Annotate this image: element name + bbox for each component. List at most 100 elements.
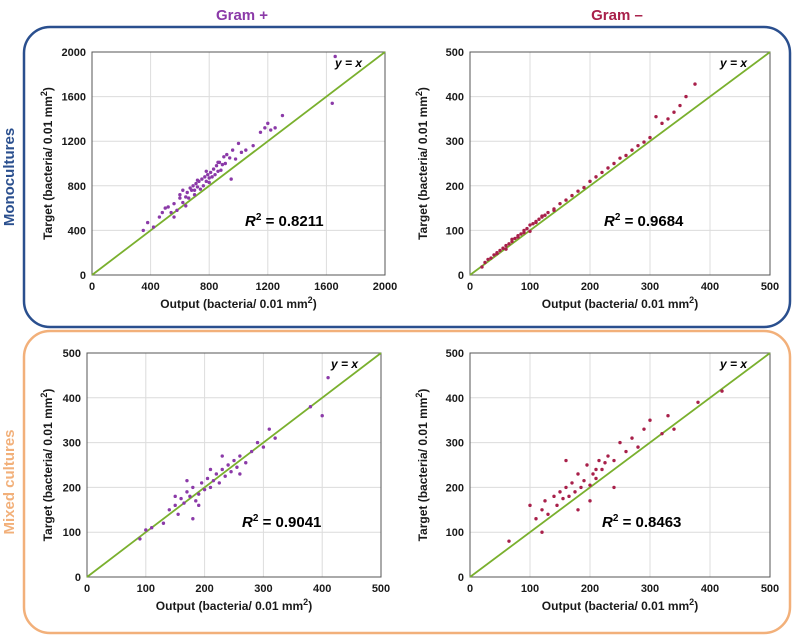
data-point: [169, 210, 173, 215]
data-point: [618, 156, 622, 160]
plot-area-border: [469, 352, 771, 578]
data-point: [576, 472, 580, 476]
data-point: [167, 508, 172, 512]
data-point: [210, 175, 214, 179]
r-squared-label: R2 = 0.9684: [604, 212, 684, 230]
data-point: [591, 472, 595, 476]
identity-line: [469, 352, 771, 578]
data-point: [672, 110, 676, 114]
y-tick-label: 300: [446, 438, 464, 450]
x-tick-label: 0: [89, 281, 95, 293]
y-tick-label: 800: [68, 181, 86, 193]
data-point: [255, 440, 260, 445]
data-point: [211, 167, 216, 171]
r-squared-label: R2 = 0.8211: [245, 212, 324, 230]
grid: [87, 353, 381, 577]
y-tick-label: 400: [446, 393, 464, 405]
row-label-mixed-cultures: Mixed cultures: [1, 429, 18, 534]
y-tick-label: 1600: [62, 92, 86, 104]
data-point: [528, 503, 532, 508]
data-point: [229, 177, 233, 181]
identity-line-label: y = x: [719, 357, 748, 371]
y-tick-label: 500: [446, 348, 464, 360]
monocultures-frame: [22, 25, 792, 329]
data-point: [184, 204, 188, 208]
data-point: [546, 512, 550, 516]
data-point: [141, 228, 145, 233]
data-point: [200, 177, 204, 181]
y-tick-label: 0: [80, 270, 86, 282]
x-tick-label: 0: [467, 281, 473, 293]
data-point: [151, 225, 156, 229]
data-point: [220, 467, 224, 472]
data-point: [528, 223, 532, 227]
data-point: [630, 436, 634, 440]
data-point: [486, 257, 490, 262]
x-tick-label: 400: [141, 281, 159, 293]
data-point: [235, 465, 239, 469]
data-point: [244, 461, 248, 465]
x-axis-label: Output (bacteria/ 0.01 mm2): [542, 295, 698, 311]
data-point: [166, 205, 170, 209]
data-point: [504, 247, 508, 251]
data-point: [138, 537, 142, 541]
data-point: [223, 474, 227, 478]
data-point: [576, 508, 580, 512]
y-tick-label: 100: [446, 527, 464, 539]
data-point: [483, 260, 487, 265]
data-point: [194, 181, 198, 186]
data-point: [543, 499, 547, 503]
data-points: [480, 82, 697, 269]
x-tick-label: 500: [761, 583, 779, 595]
data-point: [588, 483, 592, 487]
data-point: [208, 485, 213, 490]
data-point: [185, 478, 189, 483]
data-point: [238, 454, 242, 458]
data-point: [636, 143, 640, 148]
data-point: [612, 485, 616, 490]
data-point: [172, 215, 176, 219]
data-point: [320, 414, 324, 418]
data-point: [223, 161, 228, 166]
y-tick-label: 0: [458, 270, 464, 282]
data-point: [233, 157, 238, 161]
data-point: [489, 256, 493, 260]
y-tick-label: 2000: [62, 47, 86, 59]
data-point: [501, 246, 505, 250]
y-axis-label: Target (bacteria/ 0.01 mm2): [39, 87, 55, 240]
data-point: [648, 418, 652, 422]
data-point: [230, 148, 235, 152]
r-squared-label: R2 = 0.8463: [602, 513, 681, 531]
data-point: [203, 175, 207, 179]
data-point: [561, 496, 565, 501]
data-point: [636, 445, 640, 449]
data-point: [163, 206, 167, 210]
y-tick-label: 100: [446, 225, 464, 237]
data-point: [564, 458, 568, 463]
data-point: [642, 427, 646, 431]
data-point: [570, 481, 574, 485]
scatter-panel-monocultures-gram-negative: 0 100 200 300 400 500 0 100 200 300 400 500 Output (…: [414, 47, 779, 311]
y-tick-label: 300: [63, 438, 81, 450]
data-point: [672, 427, 676, 431]
data-point: [330, 101, 334, 105]
identity-line-label: y = x: [330, 357, 359, 371]
y-tick-label: 500: [446, 47, 464, 59]
data-point: [232, 458, 236, 463]
y-tick-label: 1200: [62, 136, 86, 148]
y-tick-label: 200: [446, 482, 464, 494]
data-point: [546, 210, 550, 215]
data-point: [594, 175, 598, 179]
data-point: [220, 454, 224, 458]
data-point: [504, 243, 508, 248]
data-point: [600, 467, 604, 472]
data-point: [266, 121, 270, 126]
data-point: [624, 153, 628, 158]
y-tick-label: 100: [63, 527, 81, 539]
data-point: [666, 414, 670, 418]
data-point: [600, 170, 604, 175]
y-axis-label: Target (bacteria/ 0.01 mm2): [414, 389, 430, 542]
x-axis-label: Output (bacteria/ 0.01 mm2): [156, 597, 312, 613]
x-tick-label: 300: [641, 281, 659, 293]
data-point: [173, 503, 177, 508]
